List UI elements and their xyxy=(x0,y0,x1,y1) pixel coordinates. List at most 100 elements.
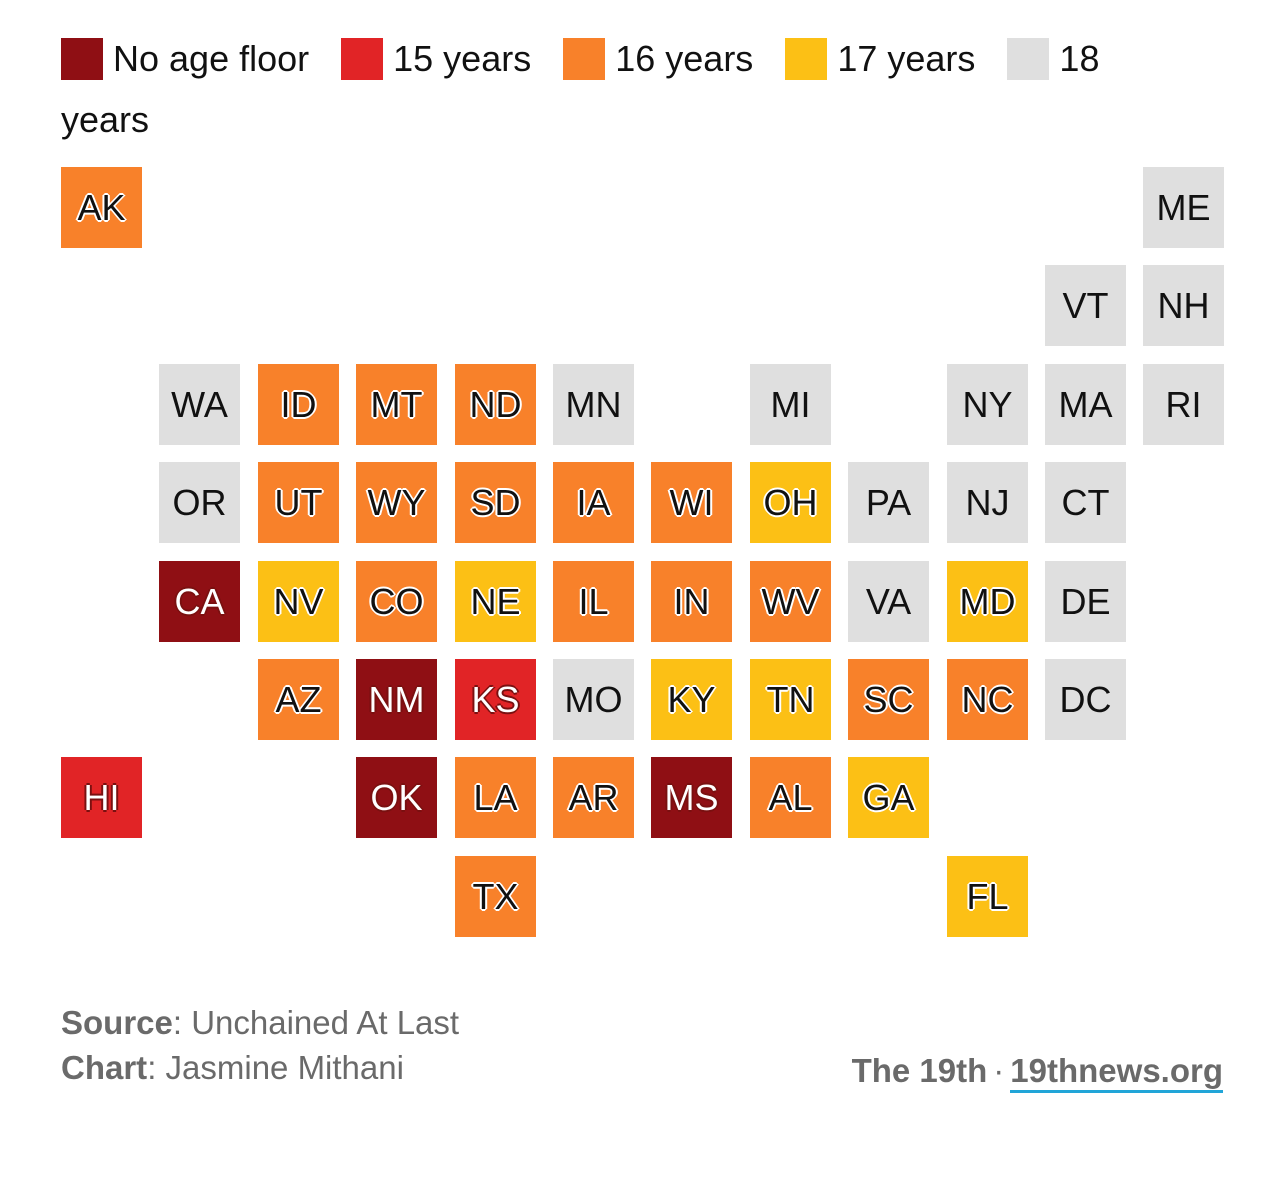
state-abbr: TX xyxy=(472,875,519,917)
source-value: : Unchained At Last xyxy=(172,1004,460,1041)
legend-item: 15 years xyxy=(341,38,532,80)
state-tile-or: OR xyxy=(159,462,240,543)
state-abbr: NJ xyxy=(965,481,1010,523)
state-abbr: MT xyxy=(370,383,423,425)
legend-item: 17 years xyxy=(785,38,976,80)
state-tile-co: CO xyxy=(356,561,437,642)
state-abbr: KY xyxy=(667,678,716,720)
state-tile-ct: CT xyxy=(1045,462,1126,543)
state-abbr: OK xyxy=(370,776,423,818)
source-line: Source: Unchained At Last xyxy=(61,1000,459,1045)
state-abbr: ME xyxy=(1156,186,1211,228)
chart-footer: Source: Unchained At Last Chart: Jasmine… xyxy=(61,1000,459,1090)
legend-swatch xyxy=(1007,38,1050,80)
state-tile-ma: MA xyxy=(1045,364,1126,445)
state-tile-sc: SC xyxy=(848,659,929,740)
state-abbr: OH xyxy=(763,481,818,523)
state-tile-md: MD xyxy=(947,561,1028,642)
state-tile-mi: MI xyxy=(750,364,831,445)
state-tile-az: AZ xyxy=(258,659,339,740)
chart-credit-line: Chart: Jasmine Mithani xyxy=(61,1045,459,1090)
state-abbr: NC xyxy=(961,678,1014,720)
state-abbr: KS xyxy=(471,678,520,720)
state-abbr: PA xyxy=(865,481,912,523)
legend-swatch xyxy=(563,38,606,80)
legend-label: 15 years xyxy=(393,38,532,79)
state-tile-il: IL xyxy=(553,561,634,642)
legend-label: 17 years xyxy=(837,38,976,79)
state-abbr: WA xyxy=(171,383,228,425)
legend-swatch xyxy=(341,38,384,80)
state-abbr: MD xyxy=(959,580,1016,622)
state-abbr: LA xyxy=(473,776,518,818)
state-tile-ok: OK xyxy=(356,757,437,838)
state-abbr: WY xyxy=(367,481,426,523)
legend-swatch xyxy=(785,38,828,80)
state-abbr: CT xyxy=(1061,481,1110,523)
state-abbr: AL xyxy=(768,776,813,818)
state-tile-mt: MT xyxy=(356,364,437,445)
state-abbr: CO xyxy=(369,580,424,622)
state-tile-ia: IA xyxy=(553,462,634,543)
state-abbr: WV xyxy=(761,580,820,622)
state-abbr: VA xyxy=(865,580,912,622)
state-abbr: NH xyxy=(1157,284,1210,326)
state-abbr: ND xyxy=(469,383,522,425)
legend-item: No age floor xyxy=(61,38,310,80)
state-abbr: RI xyxy=(1165,383,1202,425)
state-abbr: GA xyxy=(862,776,915,818)
state-abbr: AZ xyxy=(275,678,322,720)
state-tile-hi: HI xyxy=(61,757,142,838)
state-tile-oh: OH xyxy=(750,462,831,543)
state-tile-id: ID xyxy=(258,364,339,445)
state-tile-ms: MS xyxy=(651,757,732,838)
state-tile-pa: PA xyxy=(848,462,929,543)
state-tile-nd: ND xyxy=(455,364,536,445)
state-abbr: AK xyxy=(77,186,126,228)
state-tile-ky: KY xyxy=(651,659,732,740)
state-abbr: MO xyxy=(564,678,623,720)
state-tile-ga: GA xyxy=(848,757,929,838)
state-abbr: IL xyxy=(578,580,609,622)
chart-value: : Jasmine Mithani xyxy=(147,1049,404,1086)
state-abbr: ID xyxy=(280,383,317,425)
publisher-credit: The 19th · 19thnews.org xyxy=(852,1048,1223,1093)
legend-label: 18 years xyxy=(61,38,1100,140)
state-tile-wi: WI xyxy=(651,462,732,543)
state-abbr: IA xyxy=(576,481,611,523)
state-tile-tn: TN xyxy=(750,659,831,740)
legend-swatch xyxy=(61,38,103,80)
state-tile-wa: WA xyxy=(159,364,240,445)
publisher-name: The 19th xyxy=(851,1052,988,1089)
state-tile-ak: AK xyxy=(61,167,142,248)
state-abbr: AR xyxy=(568,776,619,818)
state-abbr: DE xyxy=(1060,580,1111,622)
state-abbr: CA xyxy=(174,580,225,622)
state-tile-mo: MO xyxy=(553,659,634,740)
separator-dot: · xyxy=(993,1052,1005,1089)
state-tile-va: VA xyxy=(848,561,929,642)
state-abbr: IN xyxy=(673,580,710,622)
state-abbr: TN xyxy=(766,678,815,720)
state-abbr: MS xyxy=(664,776,719,818)
state-abbr: NV xyxy=(273,580,324,622)
state-abbr: VT xyxy=(1062,284,1109,326)
state-tile-dc: DC xyxy=(1045,659,1126,740)
state-tile-nj: NJ xyxy=(947,462,1028,543)
state-abbr: NE xyxy=(470,580,521,622)
state-tile-fl: FL xyxy=(947,856,1028,937)
state-abbr: UT xyxy=(274,481,323,523)
state-tile-vt: VT xyxy=(1045,265,1126,346)
state-tile-wy: WY xyxy=(356,462,437,543)
state-abbr: SD xyxy=(470,481,521,523)
state-tile-sd: SD xyxy=(455,462,536,543)
site-link[interactable]: 19thnews.org xyxy=(1010,1052,1223,1093)
state-abbr: HI xyxy=(83,776,120,818)
state-tile-wv: WV xyxy=(750,561,831,642)
state-abbr: MN xyxy=(565,383,622,425)
state-abbr: SC xyxy=(863,678,914,720)
state-tile-mn: MN xyxy=(553,364,634,445)
legend-label: No age floor xyxy=(113,38,310,79)
state-tile-nh: NH xyxy=(1143,265,1224,346)
state-tile-in: IN xyxy=(651,561,732,642)
